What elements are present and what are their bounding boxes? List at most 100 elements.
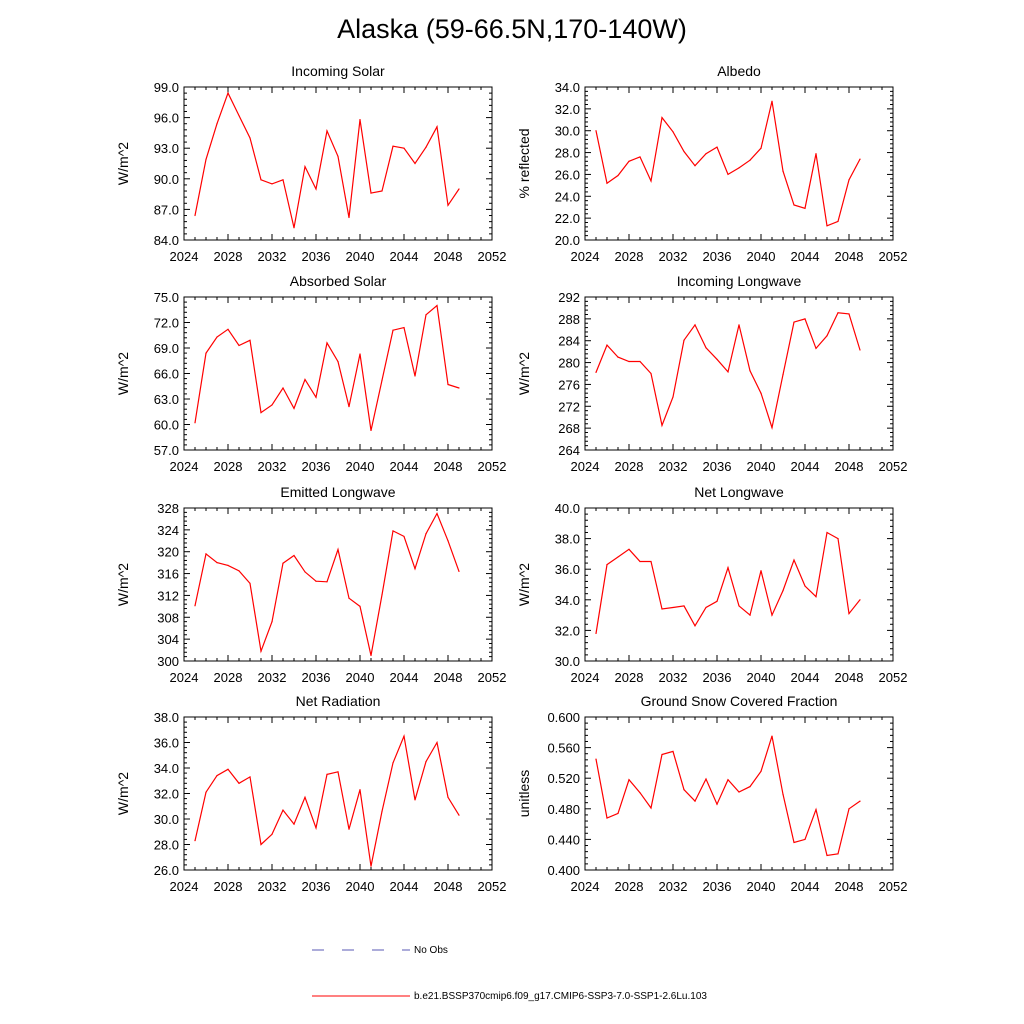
x-tick-label: 2044 xyxy=(791,879,820,894)
data-point xyxy=(716,600,718,602)
data-point xyxy=(458,814,460,816)
x-tick-label: 2024 xyxy=(170,459,199,474)
data-point xyxy=(414,375,416,377)
y-tick-label: 66.0 xyxy=(154,367,179,382)
y-tick-label: 75.0 xyxy=(154,290,179,305)
y-tick-label: 264 xyxy=(558,443,580,458)
y-tick-label: 288 xyxy=(558,312,580,327)
y-tick-label: 308 xyxy=(157,610,179,625)
data-point xyxy=(639,560,641,563)
x-tick-label: 2040 xyxy=(747,459,776,474)
y-tick-label: 84.0 xyxy=(154,233,179,248)
y-tick-label: 0.480 xyxy=(547,802,580,817)
data-point xyxy=(617,556,619,558)
data-point xyxy=(738,167,740,169)
chart-title: Incoming Longwave xyxy=(677,273,802,289)
data-point xyxy=(326,773,328,775)
data-point xyxy=(381,190,383,192)
chart-panel-6: 2024 2028 2032 2036 2040 2044 2048 2052 30.0 32.0… xyxy=(516,484,907,685)
x-tick-label: 2036 xyxy=(302,670,331,685)
data-point xyxy=(205,791,207,793)
data-point xyxy=(606,182,608,184)
plot-frame xyxy=(584,507,894,662)
data-point xyxy=(359,119,361,121)
x-tick-label: 2040 xyxy=(747,249,776,264)
data-point xyxy=(282,562,284,564)
x-tick-label: 2052 xyxy=(879,249,908,264)
data-point xyxy=(782,170,784,172)
x-tick-label: 2040 xyxy=(346,249,375,264)
x-tick-label: 2044 xyxy=(791,670,820,685)
x-tick-label: 2048 xyxy=(434,249,463,264)
data-point xyxy=(683,605,685,607)
x-tick-label: 2032 xyxy=(659,670,688,685)
data-point xyxy=(595,371,597,374)
x-tick-label: 2052 xyxy=(879,459,908,474)
data-point xyxy=(249,339,251,341)
data-point xyxy=(771,100,773,102)
x-tick-label: 2052 xyxy=(879,879,908,894)
data-point xyxy=(425,146,427,148)
data-point xyxy=(194,422,196,424)
x-tick-label: 2040 xyxy=(346,459,375,474)
y-tick-label: 20.0 xyxy=(555,233,580,248)
x-tick-label: 2032 xyxy=(258,879,287,894)
data-point xyxy=(304,796,306,798)
data-point xyxy=(359,789,361,791)
plot-frame xyxy=(183,507,493,662)
data-point xyxy=(617,356,619,358)
y-tick-label: 34.0 xyxy=(555,80,580,95)
x-tick-label: 2044 xyxy=(390,670,419,685)
data-point xyxy=(705,778,707,780)
data-point xyxy=(650,560,652,563)
data-point xyxy=(694,324,696,326)
chart-panel-7: 2024 2028 2032 2036 2040 2044 2048 2052 26.0 28.0… xyxy=(115,693,506,894)
data-point xyxy=(425,314,427,316)
x-tick-label: 2028 xyxy=(615,670,644,685)
data-point xyxy=(414,162,416,165)
y-tick-label: 304 xyxy=(157,632,179,647)
x-tick-label: 2036 xyxy=(302,879,331,894)
data-point xyxy=(749,614,751,616)
x-tick-label: 2036 xyxy=(302,459,331,474)
y-tick-label: 320 xyxy=(157,545,179,560)
data-point xyxy=(425,761,427,763)
data-point xyxy=(249,582,251,585)
data-point xyxy=(370,429,372,432)
data-point xyxy=(716,803,718,805)
series-line-model xyxy=(595,101,861,227)
data-point xyxy=(826,854,828,857)
data-point xyxy=(315,188,317,190)
data-point xyxy=(238,570,240,572)
data-point xyxy=(326,581,328,583)
data-point xyxy=(848,313,850,315)
x-tick-label: 2036 xyxy=(703,459,732,474)
chart-title: Absorbed Solar xyxy=(290,273,387,289)
data-point xyxy=(227,92,229,94)
data-point xyxy=(403,147,405,149)
data-point xyxy=(760,147,762,149)
data-point xyxy=(672,606,674,609)
data-point xyxy=(628,360,630,363)
y-tick-label: 0.440 xyxy=(547,832,580,847)
data-point xyxy=(392,762,394,764)
data-point xyxy=(749,786,751,788)
data-point xyxy=(194,840,196,842)
data-point xyxy=(436,741,438,744)
data-point xyxy=(793,559,795,561)
data-point xyxy=(249,776,251,778)
chart-title: Emitted Longwave xyxy=(280,484,395,500)
data-point xyxy=(606,344,608,346)
y-tick-label: 280 xyxy=(558,356,580,371)
series-line-model xyxy=(194,733,460,867)
data-point xyxy=(650,807,652,809)
data-point xyxy=(683,339,685,341)
data-point xyxy=(436,304,438,307)
x-tick-label: 2028 xyxy=(214,879,243,894)
y-axis-label: W/m^2 xyxy=(516,352,532,395)
data-point xyxy=(837,538,839,540)
y-axis-label: unitless xyxy=(516,770,532,817)
data-point xyxy=(793,204,795,206)
y-tick-label: 87.0 xyxy=(154,202,179,217)
x-tick-label: 2044 xyxy=(390,879,419,894)
